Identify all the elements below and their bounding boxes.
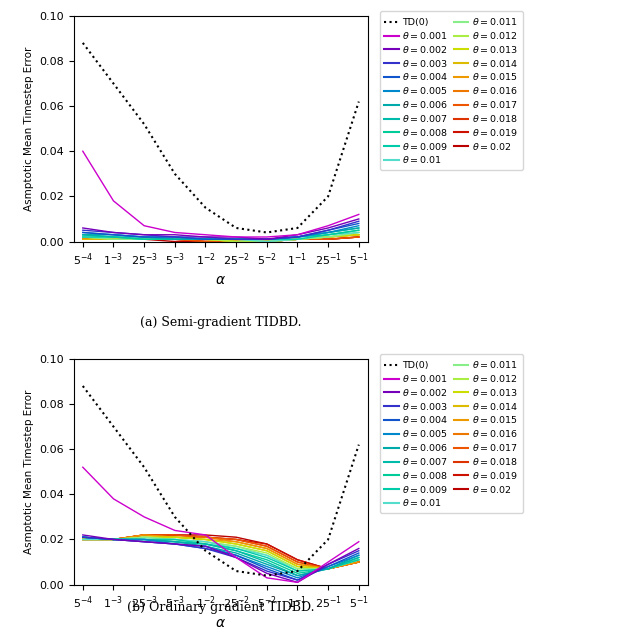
X-axis label: $\alpha$: $\alpha$ <box>215 616 227 631</box>
Legend: TD(0), $\theta = 0.001$, $\theta = 0.002$, $\theta = 0.003$, $\theta = 0.004$, $: TD(0), $\theta = 0.001$, $\theta = 0.002… <box>380 355 523 513</box>
Y-axis label: Asmptotic Mean Timestep Error: Asmptotic Mean Timestep Error <box>24 47 33 211</box>
Y-axis label: Asmptotic Mean Timestep Error: Asmptotic Mean Timestep Error <box>24 389 33 554</box>
Legend: TD(0), $\theta = 0.001$, $\theta = 0.002$, $\theta = 0.003$, $\theta = 0.004$, $: TD(0), $\theta = 0.001$, $\theta = 0.002… <box>380 11 523 170</box>
X-axis label: $\alpha$: $\alpha$ <box>215 274 227 288</box>
Text: (b) Ordinary gradient TIDBD.: (b) Ordinary gradient TIDBD. <box>127 602 314 614</box>
Text: (a) Semi-gradient TIDBD.: (a) Semi-gradient TIDBD. <box>140 316 301 329</box>
